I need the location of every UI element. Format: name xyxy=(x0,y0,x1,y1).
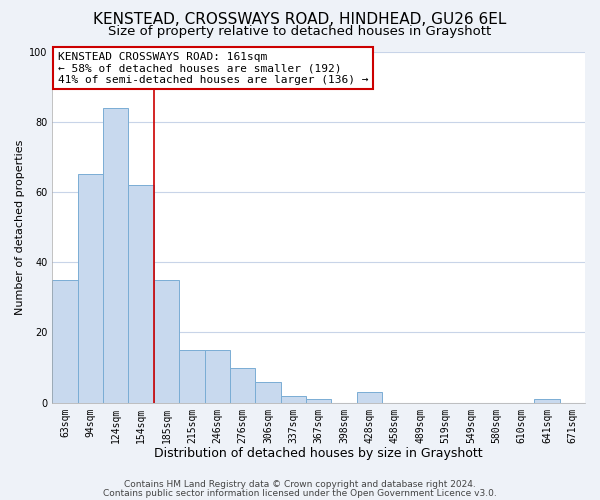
Bar xyxy=(534,399,560,402)
Bar xyxy=(128,185,154,402)
Bar xyxy=(255,382,281,402)
Bar xyxy=(281,396,306,402)
Text: Size of property relative to detached houses in Grayshott: Size of property relative to detached ho… xyxy=(109,25,491,38)
Bar xyxy=(78,174,103,402)
Bar xyxy=(154,280,179,402)
Bar xyxy=(205,350,230,403)
Y-axis label: Number of detached properties: Number of detached properties xyxy=(15,140,25,315)
Bar xyxy=(52,280,78,402)
Text: Contains HM Land Registry data © Crown copyright and database right 2024.: Contains HM Land Registry data © Crown c… xyxy=(124,480,476,489)
Text: Contains public sector information licensed under the Open Government Licence v3: Contains public sector information licen… xyxy=(103,488,497,498)
X-axis label: Distribution of detached houses by size in Grayshott: Distribution of detached houses by size … xyxy=(154,447,483,460)
Bar xyxy=(179,350,205,403)
Bar xyxy=(357,392,382,402)
Bar xyxy=(103,108,128,403)
Bar xyxy=(306,399,331,402)
Text: KENSTEAD, CROSSWAYS ROAD, HINDHEAD, GU26 6EL: KENSTEAD, CROSSWAYS ROAD, HINDHEAD, GU26… xyxy=(94,12,506,28)
Text: KENSTEAD CROSSWAYS ROAD: 161sqm
← 58% of detached houses are smaller (192)
41% o: KENSTEAD CROSSWAYS ROAD: 161sqm ← 58% of… xyxy=(58,52,368,84)
Bar xyxy=(230,368,255,402)
